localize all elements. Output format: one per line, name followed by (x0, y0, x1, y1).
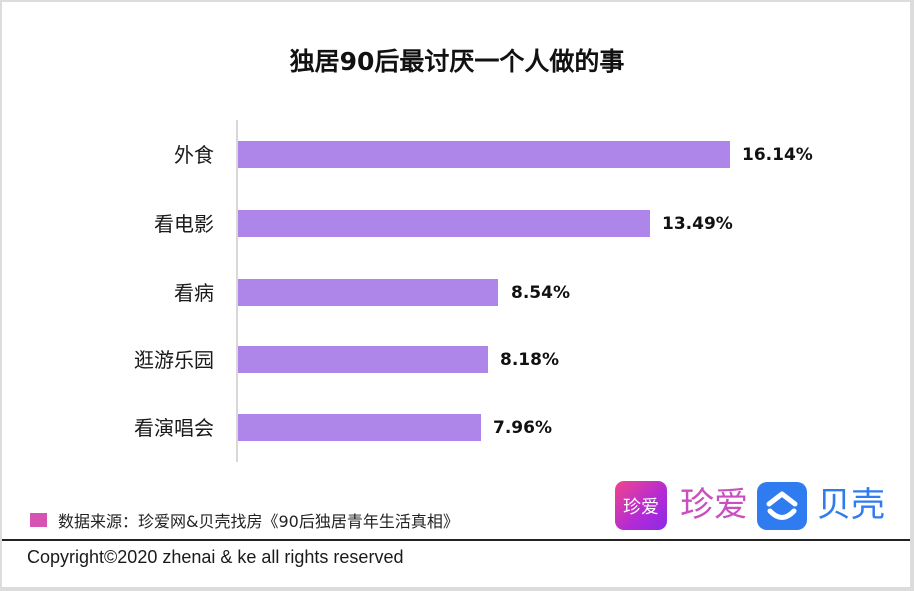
bar-row: 看电影 13.49% (0, 210, 914, 238)
bar (238, 346, 488, 373)
bar-row: 外食 16.14% (0, 141, 914, 169)
bar-row: 看病 8.54% (0, 279, 914, 307)
category-label: 看演唱会 (134, 416, 214, 440)
category-label: 外食 (174, 143, 214, 167)
bar (238, 414, 481, 441)
footer-divider (2, 539, 910, 541)
copyright-text: Copyright©2020 zhenai & ke all rights re… (27, 547, 404, 567)
value-label: 8.54% (511, 283, 570, 303)
zhenai-logo-text: 珍爱 (680, 485, 748, 525)
legend-swatch (30, 513, 47, 527)
category-label: 看病 (174, 281, 214, 305)
source-legend: 数据来源：珍爱网&贝壳找房《90后独居青年生活真相》 (30, 508, 459, 532)
bar-row: 看演唱会 7.96% (0, 414, 914, 442)
bar (238, 210, 650, 237)
bar-row: 逛游乐园 8.18% (0, 346, 914, 374)
ke-logo-text: 贝壳 (817, 485, 885, 525)
zhenai-logo-icon: 珍爱 (615, 481, 667, 530)
chart-title: 独居90后最讨厌一个人做的事 (289, 47, 625, 76)
source-text: 数据来源：珍爱网&贝壳找房《90后独居青年生活真相》 (58, 512, 459, 531)
category-label: 逛游乐园 (134, 348, 214, 372)
value-label: 16.14% (742, 145, 813, 165)
zhenai-logo-icon-text: 珍爱 (623, 496, 659, 518)
bar (238, 141, 730, 168)
category-label: 看电影 (154, 212, 214, 236)
value-label: 13.49% (662, 214, 733, 234)
value-label: 8.18% (500, 350, 559, 370)
y-axis-line (236, 120, 238, 462)
bar (238, 279, 498, 306)
value-label: 7.96% (493, 418, 552, 438)
ke-house-logo-icon (757, 482, 807, 530)
